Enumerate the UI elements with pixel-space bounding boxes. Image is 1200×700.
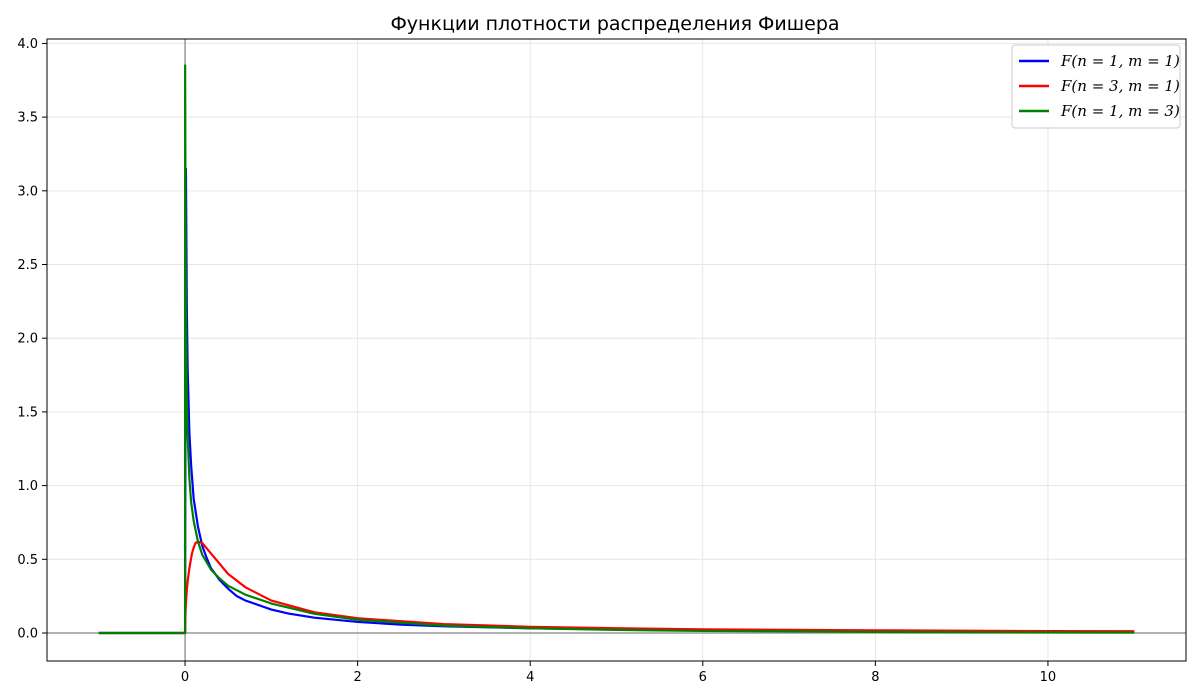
legend-label: F(n = 1, m = 3) bbox=[1060, 102, 1180, 120]
y-tick-label: 4.0 bbox=[17, 37, 38, 52]
plot-frame bbox=[46, 38, 1187, 662]
legend: F(n = 1, m = 1) F(n = 3, m = 1) F(n = 1, m… bbox=[1011, 44, 1181, 129]
y-tick-label: 3.0 bbox=[17, 184, 38, 199]
x-tick-label: 8 bbox=[871, 670, 879, 685]
axis-ticks: 0 2 4 6 8 10 0.0 0.5 1.0 1.5 2.0 2.5 3.0 3.5 4.0 bbox=[17, 37, 1056, 685]
series-line bbox=[98, 540, 1135, 635]
y-tick-label: 2.0 bbox=[17, 332, 38, 347]
legend-label: F(n = 1, m = 1) bbox=[1060, 52, 1180, 70]
series-line bbox=[98, 64, 1135, 635]
legend-box bbox=[1011, 44, 1181, 129]
x-tick-label: 4 bbox=[526, 670, 534, 685]
legend-label: F(n = 3, m = 1) bbox=[1060, 77, 1180, 95]
y-tick-label: 0.5 bbox=[17, 553, 38, 568]
chart-title: Функции плотности распределения Фишера bbox=[390, 13, 839, 35]
y-tick-label: 1.0 bbox=[17, 479, 38, 494]
grid-lines bbox=[47, 39, 1186, 661]
y-tick-label: 0.0 bbox=[17, 626, 38, 641]
x-tick-label: 6 bbox=[699, 670, 707, 685]
y-tick-label: 3.5 bbox=[17, 111, 38, 126]
x-tick-label: 0 bbox=[181, 670, 189, 685]
x-tick-label: 2 bbox=[353, 670, 361, 685]
y-tick-label: 1.5 bbox=[17, 405, 38, 420]
x-tick-label: 10 bbox=[1040, 670, 1057, 685]
y-tick-label: 2.5 bbox=[17, 258, 38, 273]
series-layer bbox=[98, 64, 1135, 635]
